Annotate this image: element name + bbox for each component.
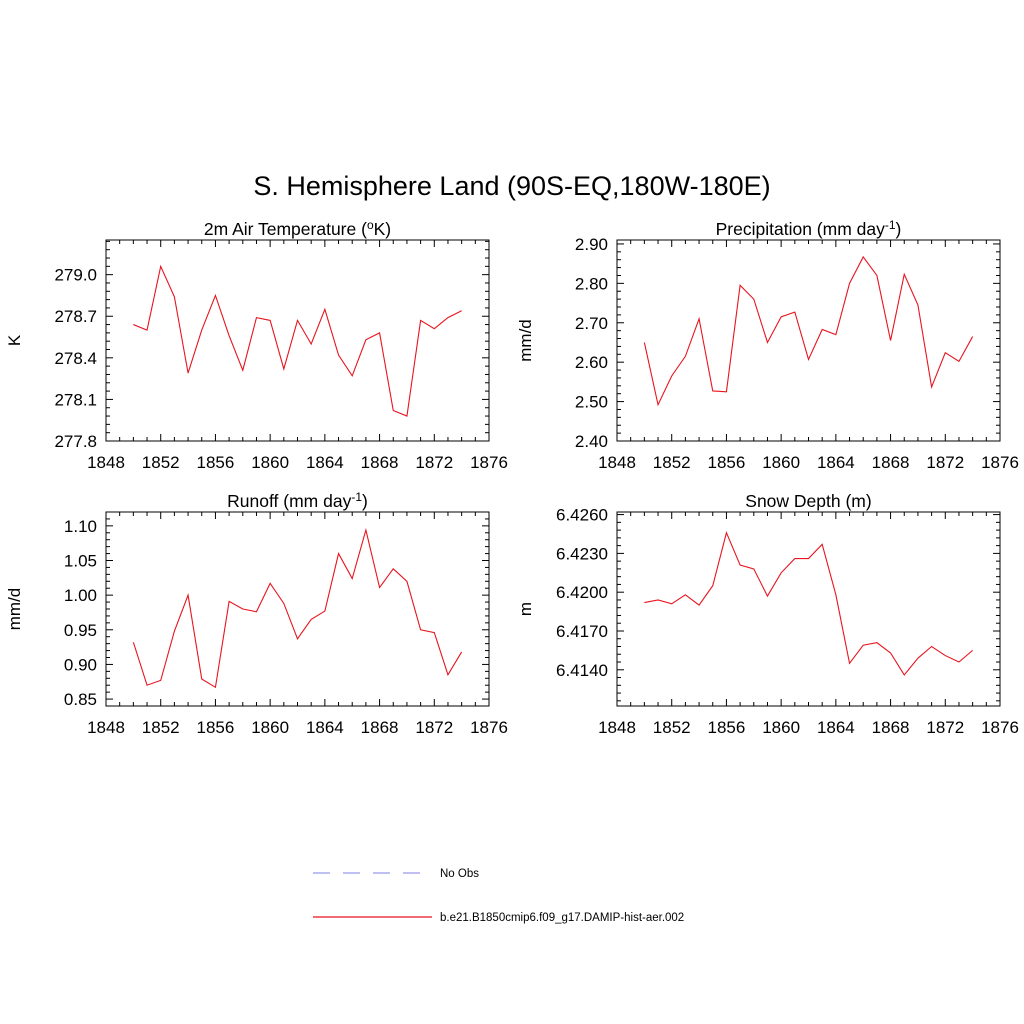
x-tick-label: 1876	[470, 453, 508, 472]
x-tick-label: 1848	[598, 718, 636, 737]
y-tick-label: 277.8	[54, 432, 97, 451]
y-tick-label: 2.90	[575, 235, 608, 254]
y-tick-label: 2.60	[575, 353, 608, 372]
x-tick-label: 1860	[251, 718, 289, 737]
y-tick-label: 6.4140	[556, 661, 608, 680]
y-tick-label: 278.4	[54, 349, 97, 368]
y-tick-label: 1.00	[64, 586, 97, 605]
plot-frame	[105, 239, 490, 442]
legend-entry-2: b.e21.B1850cmip6.f09_g17.DAMIP-hist-aer.…	[313, 912, 684, 924]
y-tick-label: 2.50	[575, 393, 608, 412]
panel-title-superscript: -1	[885, 218, 896, 232]
panel-title: 2m Air Temperature (oK)	[204, 218, 391, 239]
y-axis-label: m	[516, 602, 535, 616]
y-tick-label: 278.1	[54, 390, 97, 409]
x-tick-label: 1860	[251, 453, 289, 472]
y-tick-label: 279.0	[54, 266, 97, 285]
x-tick-label: 1852	[653, 453, 691, 472]
x-tick-label: 1852	[142, 718, 180, 737]
x-tick-label: 1860	[762, 718, 800, 737]
panel-title-end: )	[362, 491, 368, 511]
plot-frame	[105, 511, 490, 707]
series-line-1	[643, 255, 974, 407]
panel-3: Runoff (mm day-1) 1848 1852 1856 1860 1864 186…	[5, 490, 508, 737]
y-tick-label: 6.4200	[556, 583, 608, 602]
x-tick-label: 1872	[926, 453, 964, 472]
x-tick-label: 1868	[872, 453, 910, 472]
panel-title-superscript: o	[367, 218, 374, 232]
x-tick-label: 1876	[470, 718, 508, 737]
y-tick-label: 278.7	[54, 307, 97, 326]
x-tick-label: 1868	[361, 718, 399, 737]
panel-title-main: Runoff (mm day	[227, 491, 351, 511]
x-tick-label: 1876	[981, 718, 1019, 737]
panel-2: Precipitation (mm day-1) 1848 1852 1856 1860…	[516, 218, 1019, 472]
x-tick-label: 1856	[197, 718, 235, 737]
x-tick-label: 1860	[762, 453, 800, 472]
panel-title: Runoff (mm day-1)	[227, 490, 368, 511]
panel-title-main: 2m Air Temperature (	[204, 219, 367, 239]
panel-1: 2m Air Temperature (oK) 1848 1852 1856 1860 1…	[5, 218, 508, 472]
panel-title-superscript: -1	[351, 490, 362, 504]
x-tick-label: 1868	[361, 453, 399, 472]
x-tick-label: 1872	[926, 718, 964, 737]
x-tick-label: 1848	[598, 453, 636, 472]
x-tick-label: 1876	[981, 453, 1019, 472]
x-tick-label: 1864	[306, 453, 344, 472]
x-tick-label: 1864	[306, 718, 344, 737]
y-tick-label: 0.90	[64, 655, 97, 674]
x-tick-label: 1852	[653, 718, 691, 737]
y-axis-label: K	[5, 334, 24, 346]
y-axis-label: mm/d	[5, 588, 24, 631]
series-line-1	[644, 530, 973, 676]
x-tick-label: 1848	[87, 453, 125, 472]
panel-title: Precipitation (mm day-1)	[716, 218, 902, 239]
y-tick-label: 0.95	[64, 621, 97, 640]
y-axis-label: mm/d	[516, 319, 535, 362]
x-tick-label: 1856	[197, 453, 235, 472]
figure-title: S. Hemisphere Land (90S-EQ,180W-180E)	[253, 171, 770, 201]
series-line-1	[132, 527, 463, 689]
y-tick-label: 1.10	[64, 517, 97, 536]
series-line-1	[133, 264, 462, 417]
y-tick-label: 2.80	[575, 274, 608, 293]
y-tick-label: 1.05	[64, 552, 97, 571]
y-tick-label: 6.4230	[556, 544, 608, 563]
plot-frame	[616, 239, 1001, 442]
y-tick-label: 6.4260	[556, 506, 608, 525]
x-tick-label: 1872	[415, 453, 453, 472]
panel-title-end: K)	[374, 219, 392, 239]
panel-title-main: Precipitation (mm day	[716, 219, 885, 239]
x-tick-label: 1872	[415, 718, 453, 737]
y-tick-label: 6.4170	[556, 622, 608, 641]
legend-label: No Obs	[440, 868, 479, 880]
legend: No Obs b.e21.B1850cmip6.f09_g17.DAMIP-his…	[313, 868, 684, 924]
x-tick-label: 1868	[872, 718, 910, 737]
x-tick-label: 1852	[142, 453, 180, 472]
x-tick-label: 1856	[708, 453, 746, 472]
y-tick-label: 2.40	[575, 432, 608, 451]
x-tick-label: 1864	[817, 453, 855, 472]
x-tick-label: 1848	[87, 718, 125, 737]
panel-title-end: )	[896, 219, 902, 239]
x-tick-label: 1856	[708, 718, 746, 737]
panel-4: Snow Depth (m) 1848 1852 1856 1860 1864 1868 18…	[516, 491, 1019, 737]
legend-entry-1: No Obs	[313, 868, 479, 880]
panel-title-main: Snow Depth (m)	[745, 491, 871, 511]
panel-title: Snow Depth (m)	[745, 491, 871, 511]
x-tick-label: 1864	[817, 718, 855, 737]
y-tick-label: 0.85	[64, 690, 97, 709]
panels: 2m Air Temperature (oK)1848 1852 1856 1860 1…	[5, 218, 1019, 737]
legend-label: b.e21.B1850cmip6.f09_g17.DAMIP-hist-aer.…	[440, 912, 684, 924]
plot-frame	[616, 511, 1001, 707]
y-tick-label: 2.70	[575, 314, 608, 333]
